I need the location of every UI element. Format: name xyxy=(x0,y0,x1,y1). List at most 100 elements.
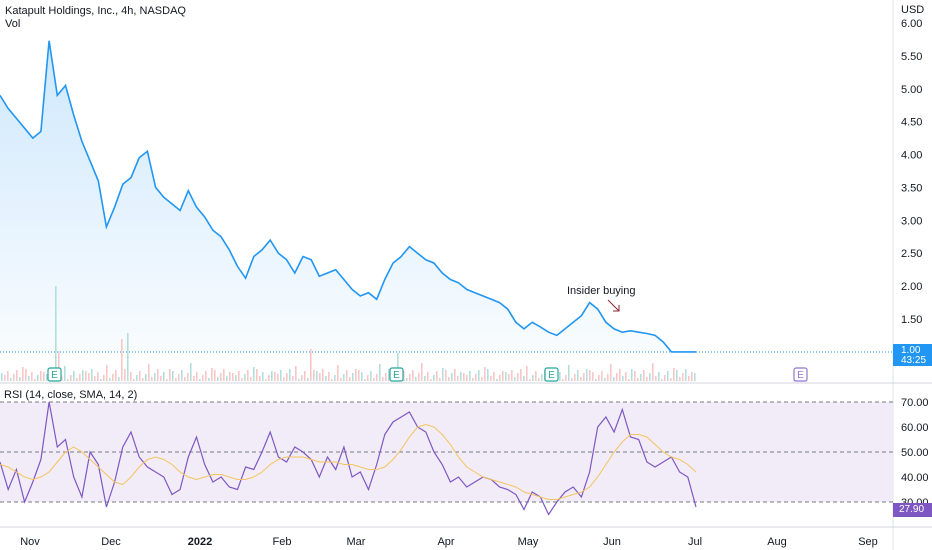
volume-bar xyxy=(346,370,348,381)
volume-bar xyxy=(442,368,444,381)
volume-bar xyxy=(517,373,519,381)
earnings-marker[interactable]: E xyxy=(544,367,559,382)
volume-bar xyxy=(187,373,189,381)
volume-bar xyxy=(154,373,156,381)
volume-bar xyxy=(601,371,603,381)
volume-bar xyxy=(82,370,84,381)
volume-bar xyxy=(646,377,648,381)
volume-bar xyxy=(490,376,492,381)
volume-bar xyxy=(424,376,426,381)
volume-bar xyxy=(211,368,213,381)
volume-bar xyxy=(145,374,147,381)
volume-bar xyxy=(268,375,270,381)
time-tick-label: Aug xyxy=(767,536,787,548)
volume-bar xyxy=(199,379,201,381)
volume-bar xyxy=(352,373,354,381)
svg-text:E: E xyxy=(51,370,58,381)
volume-bar xyxy=(79,374,81,381)
volume-pane xyxy=(1,286,696,381)
volume-bar xyxy=(289,369,291,381)
volume-bar xyxy=(580,377,582,381)
volume-bar xyxy=(409,374,411,381)
volume-bar xyxy=(100,379,102,381)
volume-bar xyxy=(385,373,387,381)
volume-bar xyxy=(40,371,42,381)
volume-bar xyxy=(127,333,129,381)
volume-bar xyxy=(316,371,318,381)
volume-bar xyxy=(310,349,312,381)
volume-bar xyxy=(277,374,279,381)
volume-bar xyxy=(412,370,414,381)
volume-bar xyxy=(592,372,594,381)
rsi-pane xyxy=(0,401,893,516)
volume-bar xyxy=(448,377,450,381)
volume-bar xyxy=(421,363,423,381)
price-tick-label: 5.50 xyxy=(901,51,922,63)
bar-countdown: 43:25 xyxy=(901,355,927,366)
volume-bar xyxy=(670,378,672,381)
volume-bar xyxy=(115,370,117,381)
volume-bar xyxy=(67,379,69,381)
volume-bar xyxy=(223,369,225,381)
volume-bar xyxy=(133,379,135,381)
svg-text:E: E xyxy=(548,370,555,381)
time-tick-label: Nov xyxy=(20,536,40,548)
volume-bar xyxy=(130,372,132,381)
rsi-title[interactable]: RSI (14, close, SMA, 14, 2) xyxy=(4,389,138,401)
volume-bar xyxy=(466,375,468,381)
volume-bar xyxy=(25,369,27,381)
volume-bar xyxy=(538,378,540,381)
volume-bar xyxy=(73,371,75,381)
volume-bar xyxy=(304,371,306,381)
time-tick-label: Feb xyxy=(273,536,292,548)
earnings-marker[interactable]: E xyxy=(389,367,404,382)
volume-bar xyxy=(280,370,282,381)
volume-bar xyxy=(58,351,60,381)
earnings-marker-upcoming[interactable]: E xyxy=(793,367,808,382)
volume-bar xyxy=(286,373,288,381)
volume-bar xyxy=(4,375,6,381)
volume-bar xyxy=(691,372,693,381)
volume-bar xyxy=(667,371,669,381)
volume-bar xyxy=(157,369,159,381)
insider-buying-annotation[interactable]: Insider buying xyxy=(567,285,636,312)
volume-bar xyxy=(235,375,237,381)
volume-bar xyxy=(19,377,21,381)
volume-bar xyxy=(499,375,501,381)
volume-bar xyxy=(331,379,333,381)
volume-bar xyxy=(265,379,267,381)
volume-bar xyxy=(439,378,441,381)
volume-bar xyxy=(142,378,144,381)
volume-bar xyxy=(523,376,525,381)
volume-label: Vol xyxy=(5,18,21,30)
volume-bar xyxy=(622,376,624,381)
earnings-marker[interactable]: E xyxy=(47,367,62,382)
volume-bar xyxy=(532,375,534,381)
volume-bar xyxy=(295,366,297,381)
volume-bar xyxy=(97,372,99,381)
volume-bar xyxy=(301,375,303,381)
volume-bar xyxy=(229,372,231,381)
volume-bar xyxy=(190,363,192,381)
volume-bar xyxy=(604,378,606,381)
volume-bar xyxy=(676,370,678,381)
volume-bar xyxy=(640,374,642,381)
volume-bar xyxy=(220,373,222,381)
volume-bar xyxy=(64,366,66,381)
volume-bar xyxy=(694,373,696,381)
volume-bar xyxy=(178,374,180,381)
volume-bar xyxy=(679,377,681,381)
volume-bar xyxy=(355,369,357,381)
volume-bar xyxy=(457,376,459,381)
volume-bar xyxy=(478,370,480,381)
volume-bar xyxy=(172,371,174,381)
price-tick-label: 3.00 xyxy=(901,215,922,227)
time-tick-label: Mar xyxy=(347,536,366,548)
axes: 1.50 2.00 2.50 3.00 3.50 4.00 4.50 5.00 5.50 6.00… xyxy=(20,18,928,548)
volume-bar xyxy=(91,369,93,381)
volume-bar xyxy=(202,375,204,381)
volume-bar xyxy=(343,374,345,381)
volume-bar xyxy=(226,376,228,381)
volume-bar xyxy=(16,370,18,381)
symbol-title[interactable]: Katapult Holdings, Inc., 4h, NASDAQ xyxy=(5,5,186,17)
